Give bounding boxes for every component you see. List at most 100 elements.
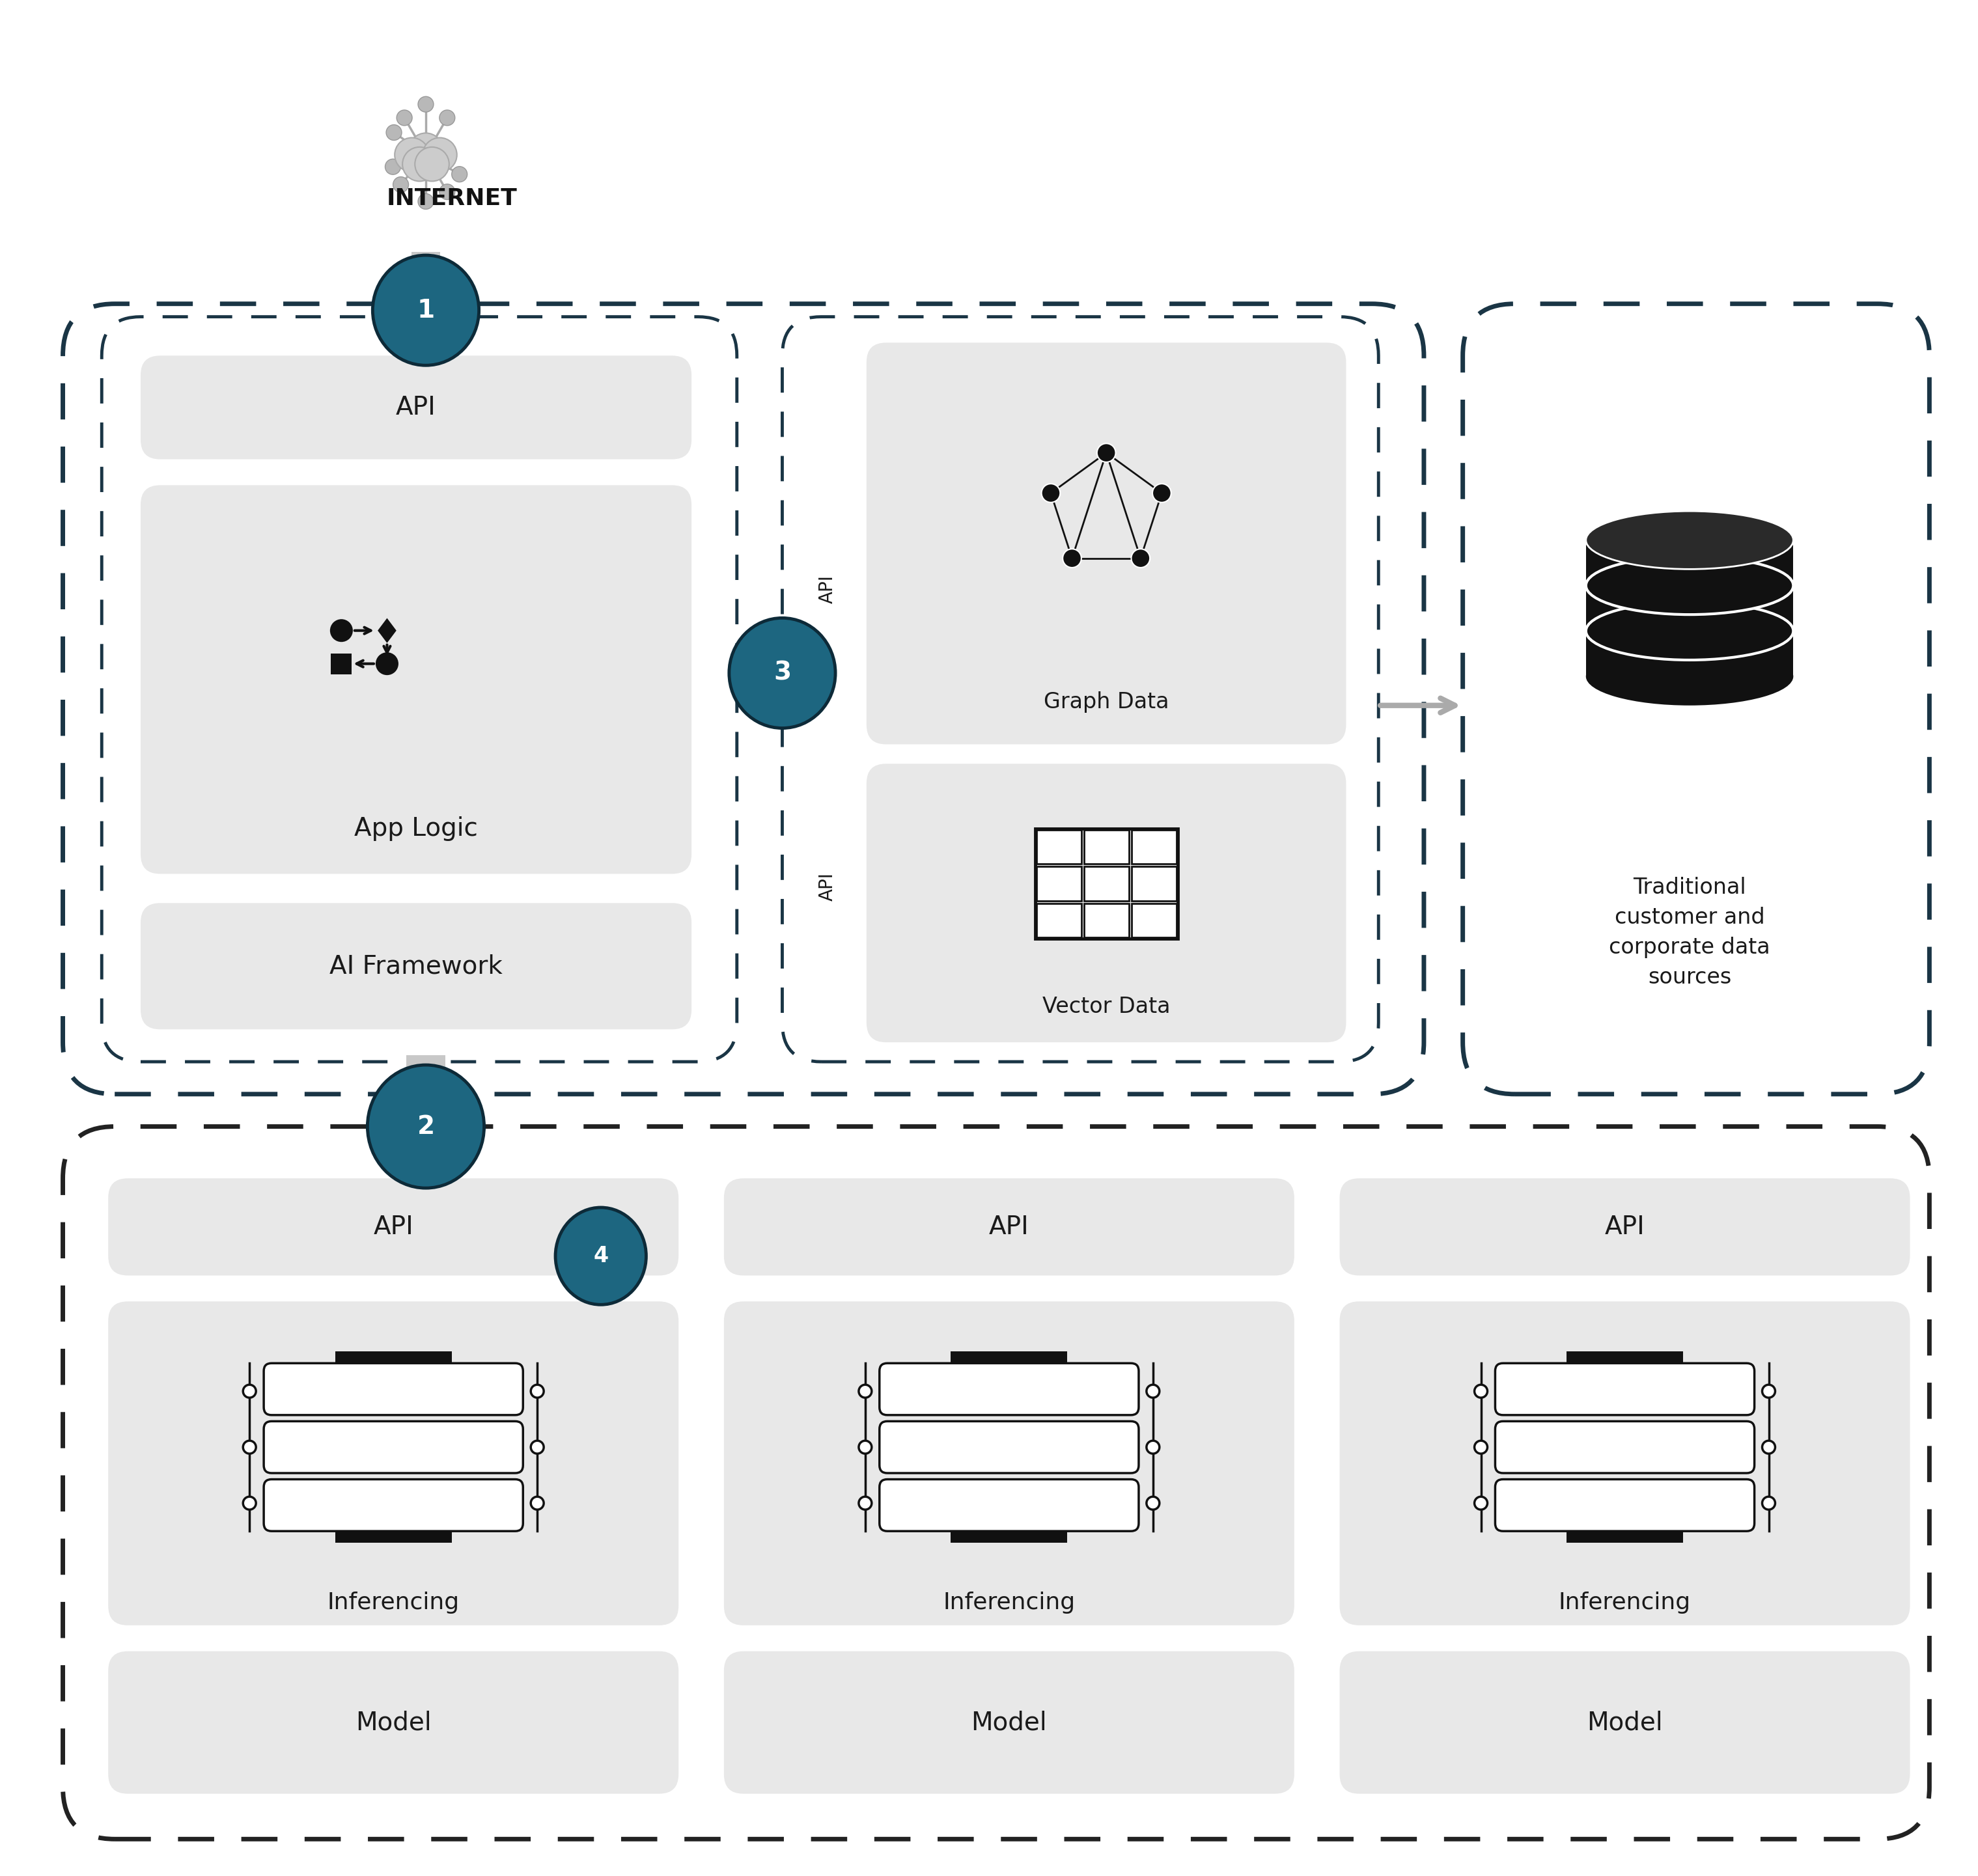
Text: Model: Model bbox=[971, 1711, 1046, 1735]
Text: API: API bbox=[396, 396, 437, 420]
Text: Traditional
customer and
corporate data
sources: Traditional customer and corporate data … bbox=[1608, 876, 1770, 989]
Circle shape bbox=[1147, 1384, 1159, 1398]
Bar bbox=[405, 1056, 445, 1107]
Ellipse shape bbox=[1586, 647, 1794, 705]
Circle shape bbox=[243, 1441, 255, 1454]
Circle shape bbox=[530, 1384, 544, 1398]
Text: API: API bbox=[374, 1214, 413, 1240]
FancyBboxPatch shape bbox=[263, 1480, 522, 1531]
Bar bbox=[411, 251, 439, 310]
FancyBboxPatch shape bbox=[880, 1480, 1139, 1531]
Circle shape bbox=[415, 146, 449, 182]
Circle shape bbox=[423, 137, 457, 173]
Text: API: API bbox=[819, 574, 837, 604]
Circle shape bbox=[530, 1497, 544, 1510]
FancyBboxPatch shape bbox=[140, 486, 692, 874]
Circle shape bbox=[394, 176, 409, 193]
Bar bbox=[1567, 1531, 1683, 1542]
Bar bbox=[1036, 829, 1082, 865]
Circle shape bbox=[1147, 1441, 1159, 1454]
FancyBboxPatch shape bbox=[866, 343, 1347, 745]
Bar bbox=[1586, 630, 1794, 677]
Bar bbox=[1084, 902, 1129, 938]
Ellipse shape bbox=[1586, 557, 1794, 615]
Circle shape bbox=[386, 159, 402, 174]
Bar bbox=[951, 1531, 1068, 1542]
Bar bbox=[1036, 867, 1082, 900]
Text: Graph Data: Graph Data bbox=[1044, 692, 1169, 713]
Bar bbox=[1131, 902, 1177, 938]
Bar bbox=[1034, 829, 1177, 938]
Ellipse shape bbox=[372, 255, 479, 366]
Circle shape bbox=[1474, 1441, 1487, 1454]
Circle shape bbox=[1062, 550, 1082, 568]
Circle shape bbox=[1153, 484, 1171, 503]
Circle shape bbox=[396, 137, 429, 173]
Circle shape bbox=[417, 193, 433, 210]
Circle shape bbox=[439, 184, 455, 199]
Circle shape bbox=[1474, 1497, 1487, 1510]
Circle shape bbox=[451, 167, 467, 182]
Circle shape bbox=[1131, 550, 1149, 568]
Text: API: API bbox=[1604, 1214, 1646, 1240]
Bar bbox=[1084, 829, 1129, 865]
Text: Vector Data: Vector Data bbox=[1042, 996, 1171, 1017]
FancyBboxPatch shape bbox=[724, 1651, 1294, 1793]
Bar bbox=[1567, 1351, 1683, 1364]
FancyBboxPatch shape bbox=[140, 356, 692, 460]
Text: AI Framework: AI Framework bbox=[330, 953, 502, 979]
FancyBboxPatch shape bbox=[263, 1422, 522, 1473]
Text: API: API bbox=[989, 1214, 1029, 1240]
Text: API: API bbox=[819, 872, 837, 900]
Circle shape bbox=[376, 653, 398, 675]
Circle shape bbox=[530, 1441, 544, 1454]
FancyBboxPatch shape bbox=[109, 1178, 678, 1276]
FancyBboxPatch shape bbox=[109, 1651, 678, 1793]
Text: App Logic: App Logic bbox=[354, 816, 479, 840]
Text: INTERNET: INTERNET bbox=[386, 188, 516, 210]
Bar bbox=[1084, 867, 1129, 900]
FancyBboxPatch shape bbox=[1495, 1364, 1754, 1415]
Circle shape bbox=[409, 133, 443, 167]
Text: 1: 1 bbox=[417, 298, 435, 323]
Circle shape bbox=[417, 96, 433, 113]
Polygon shape bbox=[378, 617, 396, 643]
Circle shape bbox=[243, 1384, 255, 1398]
FancyBboxPatch shape bbox=[724, 1302, 1294, 1625]
Circle shape bbox=[858, 1441, 872, 1454]
Bar bbox=[1131, 829, 1177, 865]
Circle shape bbox=[1762, 1497, 1774, 1510]
Circle shape bbox=[858, 1384, 872, 1398]
Circle shape bbox=[1147, 1497, 1159, 1510]
Circle shape bbox=[1042, 484, 1060, 503]
Text: Inferencing: Inferencing bbox=[326, 1591, 459, 1613]
Text: Inferencing: Inferencing bbox=[1559, 1591, 1691, 1613]
Circle shape bbox=[1098, 443, 1116, 461]
Circle shape bbox=[439, 111, 455, 126]
Ellipse shape bbox=[368, 1066, 485, 1188]
FancyBboxPatch shape bbox=[1339, 1178, 1911, 1276]
FancyBboxPatch shape bbox=[880, 1364, 1139, 1415]
FancyBboxPatch shape bbox=[263, 1364, 522, 1415]
FancyBboxPatch shape bbox=[724, 1178, 1294, 1276]
Ellipse shape bbox=[1586, 602, 1794, 660]
Text: 2: 2 bbox=[417, 1114, 435, 1139]
FancyBboxPatch shape bbox=[880, 1422, 1139, 1473]
FancyBboxPatch shape bbox=[140, 902, 692, 1030]
Circle shape bbox=[858, 1497, 872, 1510]
Bar bbox=[1131, 867, 1177, 900]
Bar bbox=[1586, 585, 1794, 630]
Text: 4: 4 bbox=[593, 1246, 609, 1266]
Bar bbox=[1036, 902, 1082, 938]
FancyBboxPatch shape bbox=[1339, 1302, 1911, 1625]
Circle shape bbox=[398, 111, 411, 126]
Text: 3: 3 bbox=[773, 660, 791, 685]
Bar bbox=[330, 653, 352, 673]
FancyBboxPatch shape bbox=[109, 1302, 678, 1625]
Text: Inferencing: Inferencing bbox=[944, 1591, 1076, 1613]
FancyBboxPatch shape bbox=[866, 764, 1347, 1043]
Bar bbox=[334, 1531, 451, 1542]
Circle shape bbox=[1762, 1441, 1774, 1454]
Circle shape bbox=[386, 124, 402, 141]
FancyBboxPatch shape bbox=[1495, 1422, 1754, 1473]
